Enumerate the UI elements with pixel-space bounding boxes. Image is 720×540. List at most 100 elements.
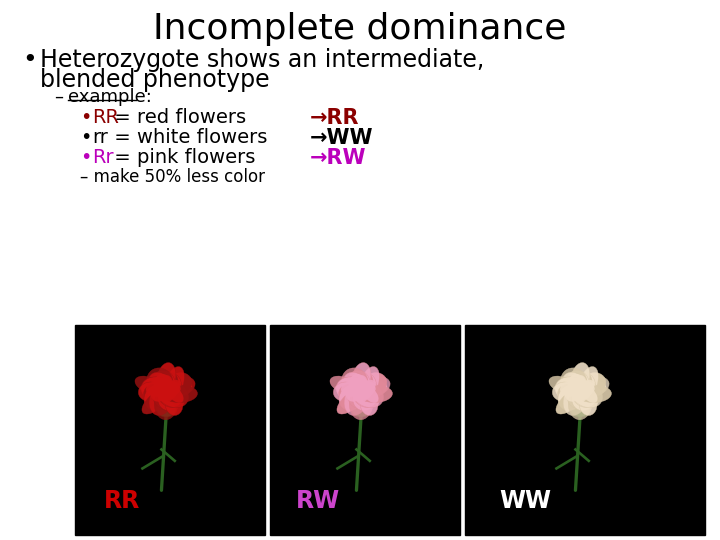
Ellipse shape — [165, 393, 183, 415]
Ellipse shape — [337, 388, 366, 414]
Ellipse shape — [147, 368, 173, 394]
Ellipse shape — [156, 379, 176, 400]
Bar — [75, 325, 265, 535]
Ellipse shape — [549, 376, 579, 395]
Ellipse shape — [164, 381, 192, 398]
Ellipse shape — [571, 402, 590, 417]
Ellipse shape — [556, 388, 585, 414]
Text: = red flowers: = red flowers — [109, 108, 246, 127]
Ellipse shape — [358, 376, 390, 397]
Text: •: • — [80, 108, 91, 127]
Ellipse shape — [341, 380, 364, 396]
Ellipse shape — [355, 382, 369, 400]
Ellipse shape — [166, 384, 184, 403]
Ellipse shape — [567, 370, 589, 396]
Ellipse shape — [578, 367, 598, 401]
Ellipse shape — [570, 379, 590, 400]
Text: = white flowers: = white flowers — [109, 128, 268, 147]
Ellipse shape — [144, 384, 170, 410]
Bar — [465, 325, 705, 535]
Ellipse shape — [156, 363, 176, 395]
Ellipse shape — [153, 370, 175, 396]
Ellipse shape — [360, 393, 378, 415]
Ellipse shape — [568, 387, 592, 420]
Ellipse shape — [343, 382, 367, 406]
Ellipse shape — [575, 381, 587, 397]
Ellipse shape — [567, 374, 587, 398]
Ellipse shape — [574, 375, 587, 394]
Text: →RW: →RW — [310, 148, 366, 168]
Ellipse shape — [156, 380, 189, 408]
Ellipse shape — [342, 368, 368, 394]
Ellipse shape — [333, 382, 356, 401]
Ellipse shape — [158, 389, 179, 411]
Ellipse shape — [351, 373, 377, 401]
Ellipse shape — [330, 376, 360, 395]
Ellipse shape — [573, 383, 593, 397]
Ellipse shape — [158, 383, 171, 401]
Ellipse shape — [582, 373, 606, 393]
Ellipse shape — [142, 388, 171, 414]
Text: – make 50% less color: – make 50% less color — [80, 168, 265, 186]
Ellipse shape — [355, 375, 367, 394]
Ellipse shape — [347, 370, 370, 396]
Text: →WW: →WW — [310, 128, 374, 148]
Ellipse shape — [135, 376, 165, 395]
Ellipse shape — [156, 373, 181, 401]
Ellipse shape — [161, 381, 173, 397]
Ellipse shape — [352, 383, 366, 401]
Ellipse shape — [570, 373, 595, 401]
Ellipse shape — [168, 373, 192, 393]
Text: WW: WW — [499, 489, 551, 513]
Ellipse shape — [164, 383, 181, 395]
Ellipse shape — [562, 372, 586, 398]
Ellipse shape — [159, 383, 179, 397]
Ellipse shape — [346, 378, 369, 401]
Ellipse shape — [359, 367, 379, 401]
Ellipse shape — [555, 377, 590, 403]
Ellipse shape — [558, 384, 584, 410]
Ellipse shape — [352, 380, 378, 407]
Ellipse shape — [572, 383, 585, 401]
Ellipse shape — [359, 383, 376, 395]
Ellipse shape — [359, 386, 392, 403]
Ellipse shape — [363, 373, 387, 393]
Ellipse shape — [566, 378, 588, 401]
Ellipse shape — [344, 383, 369, 415]
Ellipse shape — [561, 368, 587, 394]
Ellipse shape — [158, 385, 184, 407]
Ellipse shape — [348, 374, 368, 398]
Ellipse shape — [158, 384, 175, 402]
Bar — [270, 325, 460, 535]
Ellipse shape — [361, 380, 376, 393]
Ellipse shape — [571, 380, 597, 407]
Ellipse shape — [578, 383, 595, 395]
Ellipse shape — [157, 383, 175, 396]
Ellipse shape — [164, 367, 184, 401]
Text: blended phenotype: blended phenotype — [40, 68, 269, 92]
Text: •: • — [80, 148, 91, 167]
Ellipse shape — [351, 379, 372, 400]
Ellipse shape — [572, 384, 589, 402]
Ellipse shape — [558, 384, 580, 403]
Ellipse shape — [148, 372, 172, 398]
Ellipse shape — [552, 382, 575, 401]
Ellipse shape — [153, 374, 173, 398]
Text: Incomplete dominance: Incomplete dominance — [153, 12, 567, 46]
Text: Rr: Rr — [92, 148, 114, 167]
Ellipse shape — [572, 372, 592, 400]
Ellipse shape — [560, 380, 583, 396]
Ellipse shape — [349, 387, 373, 420]
Ellipse shape — [359, 381, 387, 398]
Ellipse shape — [572, 389, 593, 411]
Text: = pink flowers: = pink flowers — [109, 148, 256, 167]
Text: •: • — [80, 128, 91, 147]
Ellipse shape — [562, 382, 587, 406]
Ellipse shape — [577, 386, 611, 403]
Text: →RR: →RR — [310, 108, 359, 128]
Ellipse shape — [572, 385, 598, 407]
Ellipse shape — [570, 380, 603, 408]
Ellipse shape — [157, 402, 176, 417]
Ellipse shape — [160, 375, 173, 394]
Ellipse shape — [567, 382, 591, 409]
